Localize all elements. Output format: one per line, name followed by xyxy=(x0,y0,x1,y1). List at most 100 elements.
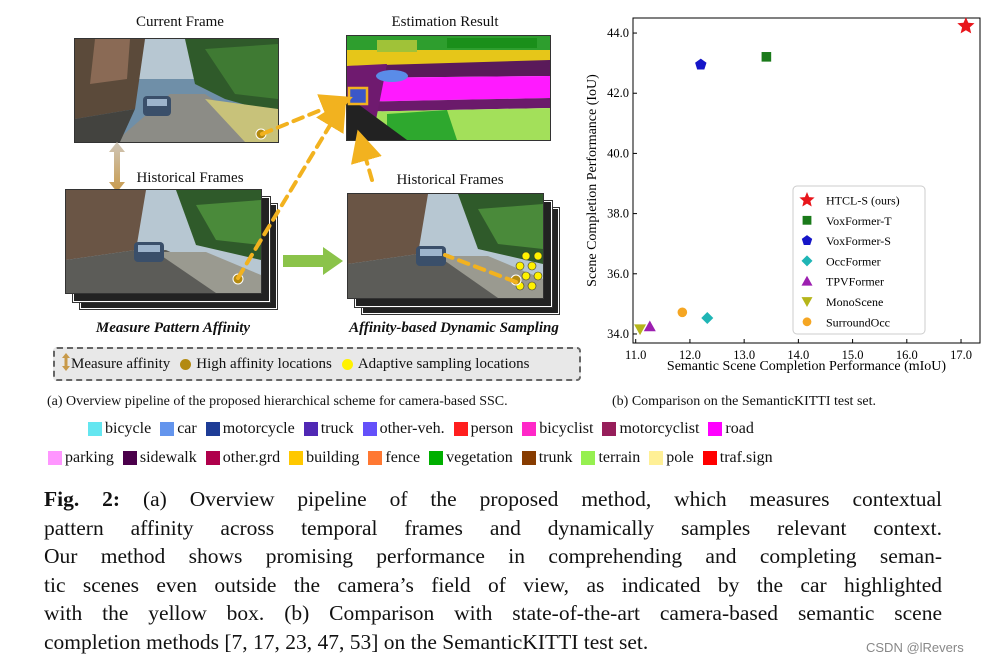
class-legend-item: sidewalk xyxy=(122,449,197,467)
legend-marker xyxy=(801,235,813,245)
x-tick-label: 11.0 xyxy=(625,348,646,362)
chart-legend xyxy=(792,185,926,335)
class-color-swatch xyxy=(702,451,717,465)
class-legend-item: building xyxy=(289,449,359,467)
subcaption-a: (a) Overview pipeline of the proposed hi… xyxy=(47,394,508,409)
class-label: other.grd xyxy=(222,449,281,466)
current-frame-image xyxy=(75,39,278,142)
class-label: bicyclist xyxy=(539,420,594,437)
class-label: truck xyxy=(320,420,354,437)
green-arrow-icon xyxy=(283,247,343,275)
legend-adaptive-label: Adaptive sampling locations xyxy=(357,355,530,372)
legend-measure-label: Measure affinity xyxy=(71,355,171,372)
class-label: vegetation xyxy=(446,449,513,466)
data-point-star xyxy=(957,17,975,34)
legend-series-label: VoxFormer-S xyxy=(826,234,891,248)
class-color-swatch xyxy=(429,451,444,465)
caption-line-4: tic scenes even outside the camera’s fie… xyxy=(44,572,942,597)
class-color-swatch xyxy=(602,422,617,436)
caption-line-1: (a) Overview pipeline of the proposed me… xyxy=(142,487,943,511)
x-tick-label: 17.0 xyxy=(950,348,972,362)
class-color-swatch xyxy=(362,422,377,436)
class-legend-item: pole xyxy=(649,449,694,467)
historical-frames-left-label: Historical Frames xyxy=(136,170,244,186)
caption-line-5: with the yellow box. (b) Comparison with… xyxy=(44,601,942,626)
class-color-swatch xyxy=(303,422,318,436)
class-color-swatch xyxy=(88,422,102,436)
y-tick-label: 36.0 xyxy=(607,267,629,281)
estimation-result-image xyxy=(347,36,550,140)
legend-marker xyxy=(801,255,813,267)
data-point-square xyxy=(761,52,772,62)
subcaption-b: (b) Comparison on the SemanticKITTI test… xyxy=(612,394,876,409)
class-color-swatch xyxy=(122,451,137,465)
scatter-chart: 11.0 12.0 13.0 14.0 15.0 16.0 17.0 34.0 36.0 38.0… xyxy=(585,17,981,374)
class-label: parking xyxy=(65,449,114,466)
class-legend-row-2: parking sidewalk other.grd building fence veg… xyxy=(48,449,782,467)
legend-marker xyxy=(802,317,812,327)
legend-marker xyxy=(802,215,812,225)
class-legend-item: bicyclist xyxy=(522,420,593,438)
class-label: other-veh. xyxy=(379,420,445,437)
y-tick-label: 38.0 xyxy=(607,207,629,221)
x-tick-label: 15.0 xyxy=(842,348,864,362)
adaptive-sampling-dot-icon xyxy=(341,358,353,370)
class-label: road xyxy=(725,420,754,437)
class-color-swatch xyxy=(205,451,220,465)
class-label: pole xyxy=(666,449,694,466)
class-legend-item: car xyxy=(160,420,197,438)
x-tick-label: 14.0 xyxy=(787,348,809,362)
class-label: motorcyclist xyxy=(619,420,700,437)
class-label: building xyxy=(306,449,360,466)
class-label: trunk xyxy=(538,449,573,466)
caption-line-2: pattern affinity across temporal frames … xyxy=(44,515,942,540)
legend-series-label: TPVFormer xyxy=(826,275,884,289)
class-color-swatch xyxy=(289,451,304,465)
class-legend-item: parking xyxy=(48,449,114,467)
y-tick-label: 44.0 xyxy=(607,26,629,40)
class-color-swatch xyxy=(521,451,536,465)
measure-arrow-icon xyxy=(107,142,127,192)
x-tick-label: 13.0 xyxy=(733,348,755,362)
data-point-circle xyxy=(677,307,688,318)
class-color-swatch xyxy=(205,422,220,436)
class-legend-item: fence xyxy=(368,449,420,467)
data-point-pentagon xyxy=(695,58,707,70)
x-axis-label: Semantic Scene Completion Performance (m… xyxy=(667,359,946,374)
class-legend-row-1: bicycle car motorcycle truck other-veh. perso… xyxy=(88,420,763,438)
class-label: terrain xyxy=(598,449,641,466)
class-legend-item: person xyxy=(453,420,513,438)
legend-series-label: HTCL-S (ours) xyxy=(826,194,900,208)
legend-series-label: OccFormer xyxy=(826,254,881,268)
class-label: sidewalk xyxy=(139,449,197,466)
measure-affinity-icon xyxy=(61,352,71,376)
data-point-triangle-down xyxy=(634,324,647,336)
legend-marker xyxy=(799,192,815,207)
historical-frame-left-image xyxy=(66,190,261,293)
legend-series-label: MonoScene xyxy=(826,295,883,309)
y-tick-label: 34.0 xyxy=(607,327,629,341)
legend-series-label: SurroundOcc xyxy=(826,315,890,329)
data-point-triangle-up xyxy=(643,320,656,332)
x-tick-label: 16.0 xyxy=(896,348,918,362)
legend-series-label: VoxFormer-T xyxy=(826,214,892,228)
dynamic-sampling-title: Affinity-based Dynamic Sampling xyxy=(349,320,559,336)
measure-pattern-title: Measure Pattern Affinity xyxy=(95,320,251,336)
class-color-swatch xyxy=(160,422,175,436)
high-affinity-dot-icon xyxy=(180,358,192,370)
class-color-swatch xyxy=(368,451,383,465)
legend-high-label: High affinity locations xyxy=(196,355,332,372)
class-legend-item: traf.sign xyxy=(702,449,773,467)
class-label: traf.sign xyxy=(719,449,773,466)
y-tick-label: 42.0 xyxy=(607,86,629,100)
caption-line-3: Our method shows promising performance i… xyxy=(44,544,942,569)
class-color-swatch xyxy=(649,451,664,465)
class-legend-item: vegetation xyxy=(429,449,513,467)
pipeline-legend: Measure affinity High affinity locations… xyxy=(53,347,581,381)
class-label: fence xyxy=(385,449,421,466)
class-label: bicycle xyxy=(105,420,152,437)
class-label: motorcycle xyxy=(222,420,295,437)
class-color-swatch xyxy=(453,422,468,436)
class-legend-item: truck xyxy=(303,420,354,438)
class-legend-item: motorcycle xyxy=(205,420,295,438)
